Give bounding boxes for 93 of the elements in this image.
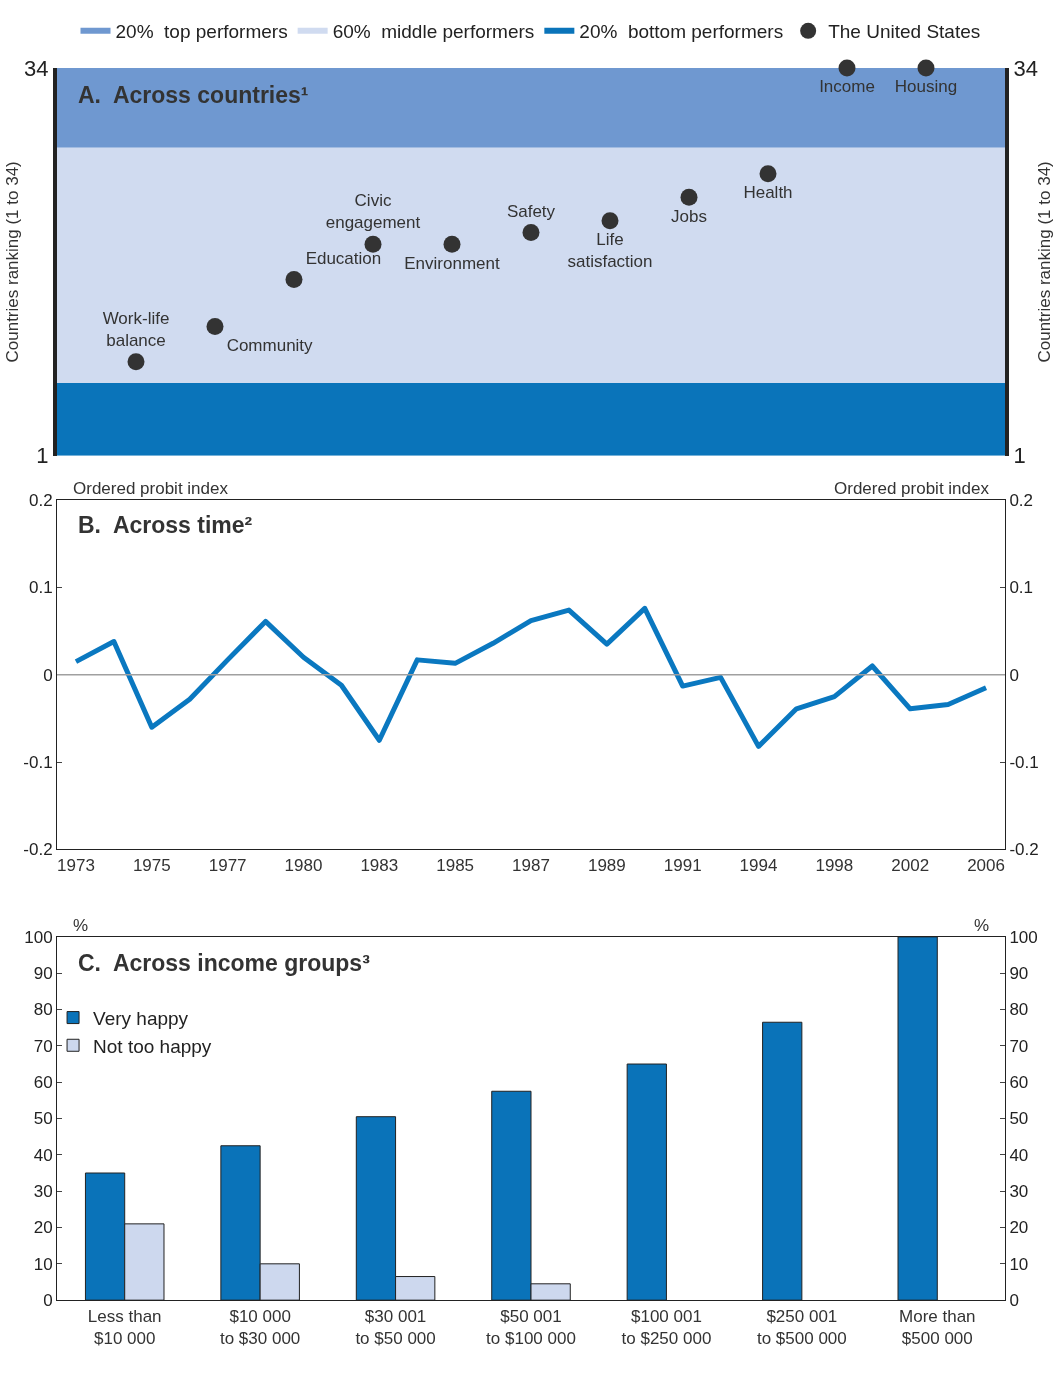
legend-label: 60% middle performers xyxy=(332,21,535,43)
y-tick-label: 0.1 xyxy=(28,578,53,598)
text: B. Across time² xyxy=(78,512,253,538)
category-label: Housing xyxy=(894,77,958,97)
point xyxy=(127,353,145,371)
category-label: Income xyxy=(819,77,875,97)
y2-tick-label: 0.1 xyxy=(1009,578,1034,598)
point xyxy=(917,59,935,77)
y-tick-label: -0.2 xyxy=(23,840,53,860)
y2-tick-label: 0.2 xyxy=(1009,490,1034,510)
x-tick-label: 1991 xyxy=(663,855,702,875)
x-tick-label: $100 001 to $250 000 xyxy=(621,1306,712,1348)
y2-tick-label: 60 xyxy=(1009,1073,1029,1093)
y-axis-title: Countries ranking (1 to 34) xyxy=(3,161,23,363)
y2-tick-label: 70 xyxy=(1009,1036,1029,1056)
y-tick-label: 10 xyxy=(33,1254,53,1274)
category-label: Community xyxy=(226,335,313,355)
x-tick-label: 1973 xyxy=(57,855,95,875)
y-tick-label: -0.1 xyxy=(23,753,53,773)
y2-tick-label: 40 xyxy=(1009,1145,1029,1165)
point xyxy=(522,223,540,241)
y2-tick-label: 20 xyxy=(1009,1218,1029,1238)
point xyxy=(680,188,698,206)
x-tick-label: 2006 xyxy=(967,855,1005,875)
category-label: Civic engagement xyxy=(325,191,421,233)
x-tick-label: 1985 xyxy=(436,855,475,875)
y2-tick-label: 0 xyxy=(1009,1291,1019,1311)
category-label: Life satisfaction xyxy=(567,230,653,272)
y2-tick-label: 0 xyxy=(1009,665,1019,685)
category-label: Safety xyxy=(506,201,556,221)
point xyxy=(601,212,619,230)
y-axis-title: % xyxy=(73,916,89,935)
y-tick-label: 100 xyxy=(24,927,53,947)
category-label: Health xyxy=(743,183,793,203)
y2-tick-label: 100 xyxy=(1009,927,1038,947)
x-tick-label: 1987 xyxy=(512,855,550,875)
y-tick-label: 0 xyxy=(43,1291,53,1311)
x-tick-label: 1998 xyxy=(815,855,854,875)
x-tick-label: $250 001 to $500 000 xyxy=(756,1306,847,1348)
legend-label: Not too happy xyxy=(93,1035,212,1057)
y-tick-label: 60 xyxy=(33,1073,53,1093)
x-tick-label: $50 001 to $100 000 xyxy=(486,1306,576,1348)
y-axis-title: Ordered probit index xyxy=(73,479,229,498)
category-label: Work-life balance xyxy=(102,308,170,350)
x-tick-label: 1989 xyxy=(587,855,626,875)
legend-label: 20% bottom performers xyxy=(579,21,784,43)
x-tick-label: 1975 xyxy=(132,855,171,875)
y2-tick-label: 1 xyxy=(1013,443,1026,469)
y2-axis-title: % xyxy=(974,916,990,935)
legend-label: The United States xyxy=(828,21,981,43)
y2-tick-label: 10 xyxy=(1009,1254,1029,1274)
y-tick-label: 70 xyxy=(33,1036,53,1056)
y-tick-label: 20 xyxy=(33,1218,53,1238)
y2-tick-label: 34 xyxy=(1013,55,1038,81)
point xyxy=(838,59,856,77)
text: C. Across income groups³ xyxy=(78,950,371,976)
y-tick-label: 40 xyxy=(33,1145,53,1165)
y2-axis-title: Countries ranking (1 to 34) xyxy=(1034,161,1054,363)
y-tick-label: 90 xyxy=(33,964,53,984)
x-tick-label: $30 001 to $50 000 xyxy=(355,1306,436,1348)
category-label: Environment xyxy=(404,253,500,273)
y2-tick-label: 50 xyxy=(1009,1109,1029,1129)
x-tick-label: $10 000 to $30 000 xyxy=(219,1306,301,1348)
point xyxy=(285,271,303,288)
y-tick-label: 50 xyxy=(33,1109,53,1129)
legend-label: 20% top performers xyxy=(115,21,288,43)
y2-tick-label: -0.2 xyxy=(1009,840,1039,860)
y-tick-label: 1 xyxy=(36,443,49,469)
x-tick-label: Less than $10 000 xyxy=(87,1306,162,1348)
point xyxy=(206,318,224,336)
legend-label: Very happy xyxy=(93,1007,189,1029)
y-tick-label: 0.2 xyxy=(28,490,53,510)
y-tick-label: 30 xyxy=(33,1182,53,1202)
y-tick-label: 80 xyxy=(33,1000,53,1020)
category-label: Education xyxy=(305,248,382,268)
y2-tick-label: -0.1 xyxy=(1009,753,1039,773)
y-tick-label: 34 xyxy=(24,55,49,81)
y2-tick-label: 30 xyxy=(1009,1182,1029,1202)
x-tick-label: More than $500 000 xyxy=(899,1306,976,1348)
text: A. Across countries¹ xyxy=(78,82,309,108)
point xyxy=(364,235,382,253)
y-tick-label: 0 xyxy=(43,665,53,685)
x-tick-label: 1980 xyxy=(284,855,323,875)
x-tick-label: 1977 xyxy=(208,855,247,875)
x-tick-label: 1983 xyxy=(360,855,399,875)
x-tick-label: 2002 xyxy=(891,855,930,875)
y2-tick-label: 90 xyxy=(1009,964,1029,984)
point xyxy=(443,235,461,253)
point xyxy=(759,165,777,183)
category-label: Jobs xyxy=(671,206,707,226)
y2-axis-title: Ordered probit index xyxy=(834,479,990,498)
x-tick-label: 1994 xyxy=(739,855,778,875)
y2-tick-label: 80 xyxy=(1009,1000,1029,1020)
